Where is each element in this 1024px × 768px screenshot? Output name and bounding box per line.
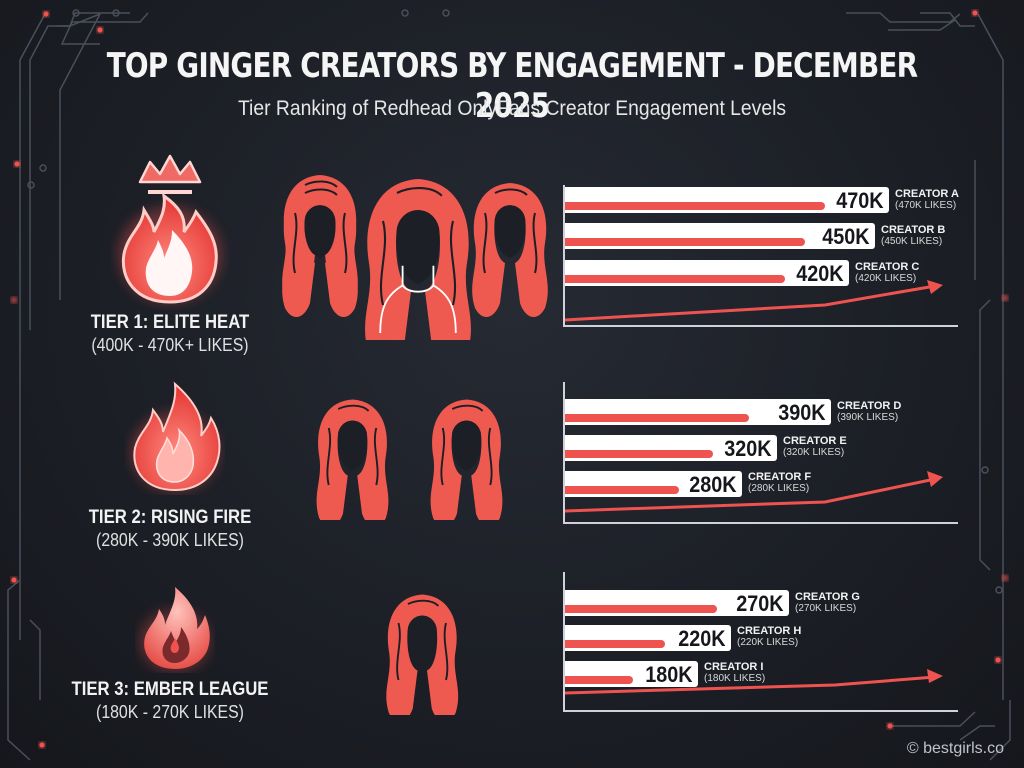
bar-creator-b: 450K — [565, 223, 875, 249]
bar-creator-i: 180K — [565, 661, 698, 687]
bar-creator-h: 220K — [565, 625, 731, 651]
label-creator-g: CREATOR G (270K LIKES) — [795, 591, 860, 615]
x-axis — [563, 325, 958, 327]
page-subtitle: Tier Ranking of Redhead OnlyFans Creator… — [237, 97, 787, 120]
tier-2-label: TIER 2: RISING FIRE (280K - 390K LIKES) — [50, 507, 290, 551]
tier-3-name: TIER 3: EMBER LEAGUE — [71, 679, 269, 700]
tier-2-silhouettes — [315, 398, 504, 520]
flame-icon — [131, 381, 221, 492]
x-axis — [563, 522, 958, 524]
trend-arrow-icon — [565, 669, 943, 695]
y-axis — [563, 382, 565, 524]
x-axis — [563, 710, 958, 712]
label-creator-f: CREATOR F (280K LIKES) — [748, 471, 812, 495]
tier-3-range: (180K - 270K LIKES) — [96, 702, 244, 722]
tier-1-chart: 470K CREATOR A (470K LIKES) 450K CREATOR … — [563, 185, 983, 327]
trend-arrow-icon — [565, 280, 943, 322]
label-creator-a: CREATOR A (470K LIKES) — [895, 188, 959, 212]
label-creator-b: CREATOR B (450K LIKES) — [881, 224, 946, 248]
trend-arrow-icon — [565, 471, 943, 513]
y-axis — [563, 572, 565, 712]
tier-1-silhouettes — [281, 175, 549, 340]
page-title: TOP GINGER CREATORS BY ENGAGEMENT - DECE… — [106, 46, 918, 126]
tier-2-name: TIER 2: RISING FIRE — [88, 507, 252, 528]
label-creator-h: CREATOR H (220K LIKES) — [737, 625, 802, 649]
bar-creator-d: 390K — [565, 399, 831, 425]
tier-1-range: (400K - 470K+ LIKES) — [91, 335, 249, 355]
bar-creator-f: 280K — [565, 471, 742, 497]
tier-3-chart: 270K CREATOR G (270K LIKES) 220K CREATOR … — [563, 572, 983, 712]
bar-creator-g: 270K — [565, 590, 789, 616]
ember-flame-icon — [139, 587, 211, 673]
tier-1-name: TIER 1: ELITE HEAT — [90, 312, 250, 333]
label-creator-e: CREATOR E (320K LIKES) — [783, 435, 847, 459]
bar-creator-c: 420K — [565, 260, 849, 286]
tier-1-label: TIER 1: ELITE HEAT (400K - 470K+ LIKES) — [50, 312, 290, 356]
crowned-flame-icon — [118, 154, 222, 304]
tier-2-chart: 390K CREATOR D (390K LIKES) 320K CREATOR … — [563, 382, 983, 524]
bar-creator-e: 320K — [565, 435, 777, 461]
label-creator-c: CREATOR C (420K LIKES) — [855, 261, 920, 285]
tier-3-label: TIER 3: EMBER LEAGUE (180K - 270K LIKES) — [50, 679, 290, 723]
tier-3-silhouettes — [385, 593, 460, 715]
label-creator-i: CREATOR I (180K LIKES) — [704, 661, 766, 685]
tier-2-range: (280K - 390K LIKES) — [96, 530, 244, 550]
bar-creator-a: 470K — [565, 187, 889, 213]
y-axis — [563, 185, 565, 327]
watermark: © bestgirls.co — [906, 740, 1004, 757]
label-creator-d: CREATOR D (390K LIKES) — [837, 400, 902, 424]
